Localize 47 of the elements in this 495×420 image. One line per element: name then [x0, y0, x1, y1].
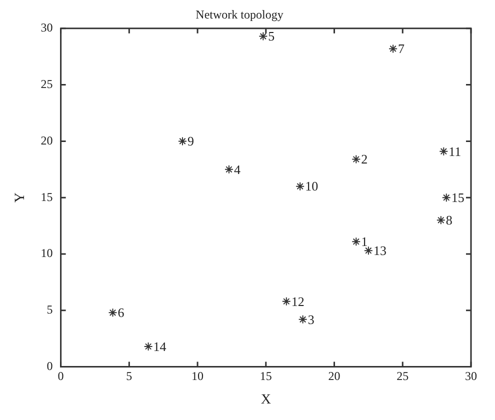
x-tick-label: 5 — [126, 369, 132, 384]
x-tick-label: 25 — [396, 369, 409, 384]
y-tick-label: 10 — [40, 246, 53, 260]
y-tick-label: 5 — [46, 302, 53, 317]
y-axis-title: Y — [13, 192, 28, 203]
annotation: 3 — [308, 312, 314, 327]
x-tick-label: 10 — [192, 369, 204, 384]
y-tick-label: 30 — [40, 20, 53, 35]
point — [178, 136, 187, 146]
point — [108, 308, 118, 318]
annotation: 6 — [118, 305, 125, 320]
annotation: 1 — [361, 234, 368, 250]
point — [352, 154, 361, 164]
point — [298, 314, 308, 324]
y-tick-label: 20 — [40, 133, 53, 148]
point — [296, 182, 305, 191]
x-tick-label: 0 — [58, 369, 64, 384]
annotation: 14 — [153, 338, 167, 354]
point — [282, 296, 291, 306]
annotation: 12 — [291, 294, 304, 309]
point — [364, 246, 373, 256]
annotation: 4 — [234, 162, 241, 177]
x-tick-label: 20 — [328, 369, 340, 384]
point — [352, 237, 361, 246]
point — [144, 342, 153, 351]
point — [224, 164, 234, 174]
annotation: 2 — [361, 152, 368, 167]
point — [442, 193, 451, 202]
annotation: 10 — [305, 178, 318, 194]
y-tick-label: 15 — [40, 190, 53, 204]
x-tick-label: 30 — [465, 369, 477, 384]
y-tick-label: 0 — [46, 358, 53, 373]
annotation: 9 — [187, 134, 194, 149]
annotation: 11 — [448, 144, 462, 159]
x-tick-label: 15 — [260, 369, 272, 384]
x-axis-title: X — [260, 392, 271, 408]
chart-title: Network topology — [196, 7, 284, 22]
point — [388, 44, 398, 54]
point — [436, 216, 446, 225]
y-tick-label: 25 — [40, 76, 53, 91]
annotation: 13 — [373, 243, 386, 258]
point — [258, 32, 268, 41]
annotation: 8 — [446, 212, 452, 228]
annotation: 15 — [451, 190, 464, 206]
point — [439, 146, 448, 156]
annotation: 7 — [398, 41, 406, 56]
annotation: 5 — [268, 28, 275, 44]
